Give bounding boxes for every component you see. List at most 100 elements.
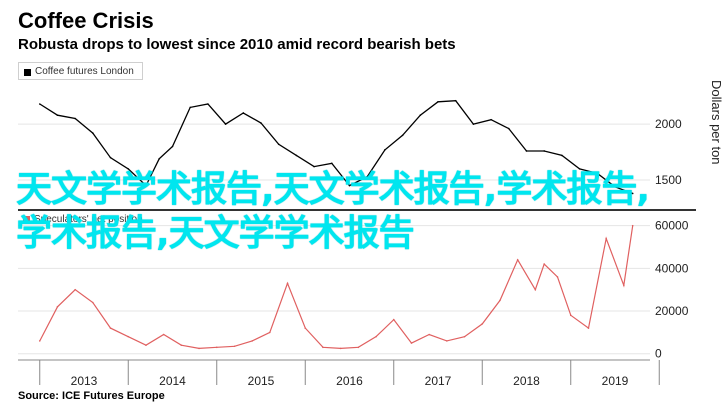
spec-point [446,340,448,342]
price-point [596,172,599,175]
price-point [561,154,563,157]
y-tick-label-bottom: 40000 [655,261,689,275]
x-tick-label: 2019 [602,374,629,388]
spec-point [162,333,165,336]
spec-point [375,335,377,338]
price-point [224,123,227,125]
price-point [74,117,76,120]
watermark-overlay-text: 天文学学术报告,天文学术报告,学术报告,学术报告,天文学学术报告 [16,169,650,254]
spec-point [463,335,466,338]
spec-point [92,301,94,304]
spec-point [556,276,559,278]
y-tick-label-bottom: 20000 [655,304,689,318]
x-tick-label: 2014 [159,374,186,388]
spec-point [516,259,519,261]
price-point [277,143,280,146]
spec-point [357,346,360,349]
legend-price: Coffee futures London [18,62,143,80]
x-tick-label: 2015 [248,374,275,388]
legend-swatch-spec [23,216,30,223]
price-point [38,103,41,105]
spec-point [180,344,183,346]
price-point [419,114,422,116]
price-point [401,134,404,137]
x-tick-label: 2016 [336,374,363,388]
price-point [331,162,333,165]
x-tick-label: 2017 [425,374,452,388]
spec-point [605,237,607,240]
price-point [472,123,475,125]
gridlines [18,123,650,355]
spec-point [569,314,572,317]
y-tick-label-top: 2000 [655,117,682,131]
source-note: Source: ICE Futures Europe [18,390,165,402]
price-point [543,150,545,152]
chart-title: Coffee Crisis [18,8,154,33]
price-point [295,154,298,157]
price-point [171,145,174,148]
price-point [614,185,616,188]
legend-spec: Speculators' net position [18,213,243,226]
spec-point [109,327,112,329]
spec-point [304,327,307,329]
spec-point [251,340,253,342]
spec-point [145,344,147,346]
y-tick-label-top: 1500 [655,173,682,187]
spec-point [322,346,324,349]
price-point [260,122,262,124]
spec-line [39,225,634,350]
spec-point [534,288,537,291]
price-point [127,168,130,170]
spec-point [269,331,271,334]
spec-point [56,305,59,308]
legend-swatch-price [24,69,31,76]
spec-point [631,224,634,227]
price-point [313,165,315,168]
legend-label-spec: Speculators' net position [34,214,143,225]
price-point [384,149,386,151]
spec-point [410,342,413,344]
spec-point [74,288,76,291]
spec-point [587,327,590,329]
spec-point [215,346,218,349]
spec-series [38,224,634,350]
spec-point [392,318,395,321]
spec-point [623,284,625,287]
spec-point [339,347,342,350]
spec-point [499,299,501,302]
price-point [525,150,528,152]
spec-point [233,345,236,348]
price-point [158,158,161,160]
x-tick-label: 2018 [513,374,540,388]
price-point [189,106,191,109]
price-point [92,132,94,134]
chart-subtitle: Robusta drops to lowest since 2010 amid … [18,36,456,53]
price-series [38,99,634,195]
y-tick-label-bottom: 0 [655,347,662,361]
price-point [56,114,59,116]
price-point [109,156,112,159]
spec-point [481,323,484,325]
spec-point [543,263,545,265]
price-point [348,184,351,187]
spec-point [127,335,130,338]
spec-point [428,333,430,336]
spec-point [38,340,41,342]
price-point [454,99,457,102]
x-tick-label: 2013 [71,374,98,388]
price-point [145,184,147,187]
price-point [631,192,634,195]
axes: 2000 1500 60000 40000 20000 0 2013 2014 2015 2016… [18,80,724,388]
price-point [578,168,581,170]
legend-label-price: Coffee futures London [35,66,134,77]
spec-point [286,282,289,285]
y-axis-title-top: Dollars per ton [709,80,724,165]
price-point [366,175,369,178]
price-point [508,127,510,130]
price-point [490,118,492,121]
price-point [242,112,245,114]
y-tick-label-bottom: 60000 [655,219,689,233]
price-point [207,103,209,105]
spec-point [198,347,200,350]
